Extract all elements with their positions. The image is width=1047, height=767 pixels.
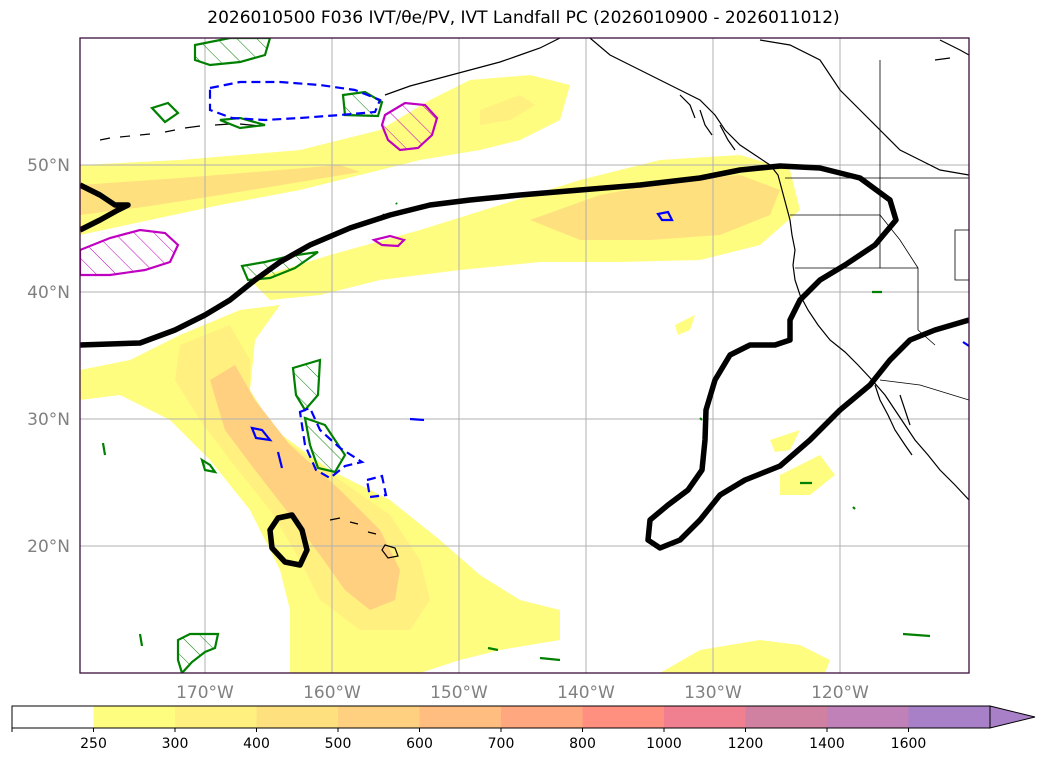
coastlines [99, 38, 969, 559]
lat-label-40n: 40°N [27, 283, 70, 303]
lon-label-150w: 150°W [430, 683, 488, 703]
colorbar-tick-label: 600 [406, 736, 433, 752]
colorbar-tick-label: 300 [162, 736, 189, 752]
pv-pos-contour-9 [176, 632, 220, 673]
coast-baja [874, 384, 913, 456]
colorbar-tick-label: 400 [243, 736, 270, 752]
border-us-mexico [879, 379, 969, 401]
pv-pos-contour-7 [303, 416, 347, 474]
theta-e-contour-west [80, 228, 180, 277]
colorbar-tick-label: 1200 [728, 736, 764, 752]
map-border [79, 37, 970, 674]
colorbar-tick-label: 500 [325, 736, 352, 752]
pv-negative-contours [208, 80, 969, 499]
ivt-patch-east-1 [770, 430, 800, 452]
pv-neg-contour-5 [409, 210, 969, 422]
colorbar-segment [501, 706, 583, 728]
colorbar-tick-label: 1400 [809, 736, 845, 752]
colorbar-segment [582, 706, 665, 728]
coast-bc-mainland [759, 39, 969, 176]
theta-e-contour-small [371, 234, 407, 248]
colorbar-tick-label: 1000 [646, 736, 682, 752]
colorbar-segment [93, 706, 176, 728]
colorbar-segment [664, 706, 746, 728]
lat-label-50n: 50°N [27, 156, 70, 176]
lon-label-170w: 170°W [176, 683, 234, 703]
colorbar-extend-arrow [989, 705, 1036, 729]
ivt-band-north-upper [480, 95, 535, 125]
theta-e-contours [80, 101, 439, 277]
landfall-pc-contour-hawaii [267, 512, 310, 568]
colorbar-segment [827, 706, 909, 728]
ivt-plume-400 [210, 365, 400, 610]
border-canada-provinces [879, 60, 969, 281]
lon-label-140w: 140°W [557, 683, 615, 703]
landfall-pc-contour-west [80, 182, 131, 233]
pv-neg-contour-3 [365, 474, 388, 499]
coast-hudson [934, 39, 969, 61]
colorbar-tick-label: 700 [488, 736, 515, 752]
ivt-patch-east-3 [675, 315, 695, 335]
coast-hawaii [329, 517, 399, 559]
border-nv-az [917, 329, 936, 346]
colorbar-segment [338, 706, 420, 728]
lat-label-30n: 30°N [27, 410, 70, 430]
pv-pos-contour-2 [150, 101, 180, 124]
coast-alaska-peninsula [384, 38, 561, 96]
pv-neg-contour-2 [298, 406, 365, 480]
pv-neg-contour-4 [250, 426, 284, 469]
coast-west-us [769, 164, 969, 501]
lon-label-130w: 130°W [684, 683, 742, 703]
lat-label-20n: 20°N [27, 537, 70, 557]
ivt-patch-east-2 [780, 455, 835, 495]
theta-e-contour-north [380, 101, 439, 152]
ivt-river-pnw-300 [530, 175, 780, 240]
border-idaho [879, 214, 919, 269]
coast-bc-islands [679, 94, 736, 151]
pv-positive-contours [101, 38, 931, 673]
pv-pos-contour-1 [193, 38, 272, 67]
colorbar-segment [745, 706, 828, 728]
lon-label-160w: 160°W [303, 683, 361, 703]
colorbar-tick-label: 800 [569, 736, 596, 752]
colorbar: 250 300 400 500 600 700 800 1000 1200 1400 1600 [11, 705, 1036, 752]
pv-pos-contour-6 [291, 358, 322, 412]
ivt-patch-south [660, 640, 830, 673]
coast-aleutians [99, 123, 261, 141]
colorbar-segment [175, 706, 257, 728]
colorbar-tick-label: 1600 [891, 736, 927, 752]
map-title: 2026010500 F036 IVT/θe/PV, IVT Landfall … [207, 8, 840, 28]
colorbar-segment [12, 706, 94, 728]
pv-pos-contour-8 [200, 457, 218, 474]
colorbar-segment [256, 706, 339, 728]
landfall-pc-contour-main [80, 163, 969, 551]
colorbar-segment [908, 706, 991, 728]
ivt-shading [80, 75, 835, 673]
ivt-band-north-300 [80, 165, 360, 215]
gridlines [80, 38, 969, 673]
pv-neg-contour-1 [208, 80, 382, 122]
lon-label-120w: 120°W [811, 683, 869, 703]
colorbar-tick-label: 250 [80, 736, 107, 752]
pv-pos-contour-3 [341, 90, 384, 118]
coast-alaska-gulf [589, 38, 771, 166]
colorbar-segment [419, 706, 502, 728]
landfall-pc-contours [80, 163, 969, 568]
